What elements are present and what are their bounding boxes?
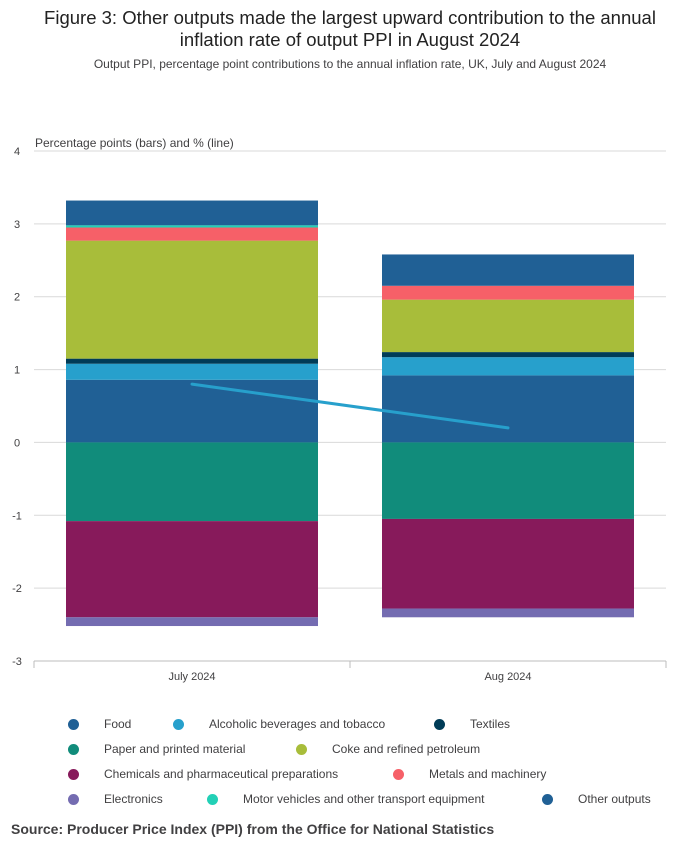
legend-label-electronics: Electronics [104, 792, 163, 806]
legend-swatch-coke [296, 743, 307, 755]
legend-swatch-metals [393, 768, 404, 780]
ppi-rate-line [190, 382, 510, 430]
y-tick-label: 3 [14, 219, 20, 231]
bar-segment-other-outputs [66, 200, 318, 226]
bar-segment-paper-and-printed-material [66, 442, 318, 522]
bar-segment-alcoholic-beverages-and-tobacco [382, 357, 634, 376]
legend: Food Alcoholic beverages and tobacco Tex… [0, 710, 700, 820]
legend-item-motor: Motor vehicles and other transport equip… [207, 792, 484, 806]
legend-swatch-textiles [434, 718, 445, 730]
legend-swatch-alcohol [173, 718, 184, 730]
source-note: Source: Producer Price Index (PPI) from … [11, 821, 495, 837]
x-tick-label: July 2024 [168, 671, 215, 683]
y-tick-label: 0 [14, 437, 20, 449]
legend-item-chemicals: Chemicals and pharmaceutical preparation… [68, 767, 338, 781]
bar-segment-motor-vehicles-and-other-transport-equipment [66, 225, 318, 228]
legend-swatch-electronics [68, 793, 79, 805]
legend-label-textiles: Textiles [470, 717, 511, 731]
bar-segment-food [382, 375, 634, 443]
legend-item-paper: Paper and printed material [68, 742, 245, 756]
legend-swatch-paper [68, 743, 79, 755]
legend-label-other: Other outputs [578, 792, 651, 806]
bar-segment-paper-and-printed-material [382, 442, 634, 519]
legend-item-coke: Coke and refined petroleum [296, 742, 480, 756]
y-tick-label: 2 [14, 292, 20, 304]
legend-swatch-other [542, 793, 553, 805]
y-tick-label: -3 [12, 656, 22, 668]
legend-label-metals: Metals and machinery [429, 767, 547, 781]
bar-segment-metals-and-machinery [382, 285, 634, 300]
legend-swatch-motor [207, 793, 218, 805]
bar-segment-food [66, 379, 318, 443]
y-tick-label: -2 [12, 583, 22, 595]
legend-item-alcohol: Alcoholic beverages and tobacco [173, 717, 385, 731]
bar-segment-coke-and-refined-petroleum [66, 240, 318, 359]
legend-label-motor: Motor vehicles and other transport equip… [243, 792, 485, 806]
legend-swatch-chemicals [68, 768, 79, 780]
legend-item-metals: Metals and machinery [393, 767, 546, 781]
legend-label-food: Food [104, 717, 132, 731]
bar-segment-textiles [66, 358, 318, 364]
legend-label-alcohol: Alcoholic beverages and tobacco [209, 717, 386, 731]
legend-item-food: Food [68, 717, 131, 731]
legend-label-paper: Paper and printed material [104, 742, 246, 756]
legend-swatch-food [68, 718, 79, 730]
bar-segment-chemicals-and-pharmaceutical-preparations [66, 521, 318, 618]
chart-title: Figure 3: Other outputs made the largest… [44, 7, 656, 50]
legend-label-chemicals: Chemicals and pharmaceutical preparation… [104, 767, 339, 781]
legend-item-textiles: Textiles [434, 717, 510, 731]
y-tick-label: 1 [14, 365, 20, 377]
bar-segment-coke-and-refined-petroleum [382, 299, 634, 353]
y-axis-label: Percentage points (bars) and % (line) [35, 136, 234, 150]
bar-segment-electronics [382, 608, 634, 618]
bar-segment-chemicals-and-pharmaceutical-preparations [382, 518, 634, 609]
bar-segment-textiles [382, 352, 634, 358]
bar-segment-electronics [66, 617, 318, 627]
legend-label-coke: Coke and refined petroleum [332, 742, 481, 756]
y-tick-label: -1 [12, 510, 22, 522]
y-tick-label: 4 [14, 146, 20, 158]
legend-item-other: Other outputs [542, 792, 651, 806]
x-tick-label: Aug 2024 [484, 671, 531, 683]
bar-segment-alcoholic-beverages-and-tobacco [66, 363, 318, 380]
legend-item-electronics: Electronics [68, 792, 163, 806]
chart-subtitle: Output PPI, percentage point contributio… [93, 57, 607, 71]
stacked-bar-chart: 4 3 2 1 0 -1 -2 -3 Percentage points (bars) and … [12, 136, 667, 683]
bar-segment-other-outputs [382, 254, 634, 286]
bar-segment-metals-and-machinery [66, 227, 318, 241]
